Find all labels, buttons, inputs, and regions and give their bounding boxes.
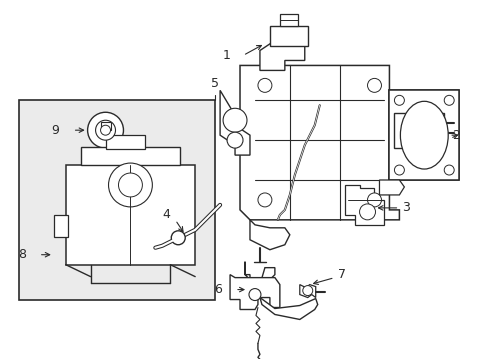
Circle shape bbox=[118, 173, 142, 197]
Bar bbox=[105, 135, 145, 149]
Polygon shape bbox=[379, 180, 404, 195]
Circle shape bbox=[95, 120, 115, 140]
Text: 1: 1 bbox=[222, 49, 229, 62]
Circle shape bbox=[443, 165, 453, 175]
Polygon shape bbox=[260, 298, 317, 319]
Text: 2: 2 bbox=[451, 129, 459, 142]
Polygon shape bbox=[249, 220, 289, 250]
Circle shape bbox=[367, 193, 381, 207]
Text: 8: 8 bbox=[18, 248, 26, 261]
Circle shape bbox=[302, 285, 312, 296]
Polygon shape bbox=[260, 31, 304, 71]
Bar bbox=[269, 26, 307, 45]
Text: 4: 4 bbox=[162, 208, 170, 221]
Circle shape bbox=[171, 231, 185, 245]
Polygon shape bbox=[244, 262, 274, 285]
Bar bbox=[279, 14, 297, 26]
Bar bbox=[394, 113, 443, 148]
Polygon shape bbox=[399, 113, 443, 145]
Circle shape bbox=[258, 193, 271, 207]
Circle shape bbox=[226, 132, 243, 148]
Polygon shape bbox=[344, 185, 384, 225]
Polygon shape bbox=[220, 90, 249, 155]
Text: 7: 7 bbox=[337, 268, 345, 281]
Circle shape bbox=[359, 204, 375, 220]
Circle shape bbox=[258, 78, 271, 92]
Bar bbox=[19, 100, 215, 300]
Ellipse shape bbox=[400, 101, 447, 169]
Bar bbox=[101, 122, 110, 130]
Circle shape bbox=[223, 108, 246, 132]
Text: 6: 6 bbox=[214, 283, 222, 296]
Bar bbox=[65, 165, 195, 265]
Circle shape bbox=[248, 289, 261, 301]
Circle shape bbox=[87, 112, 123, 148]
Polygon shape bbox=[388, 90, 458, 180]
Bar bbox=[81, 147, 180, 165]
Bar bbox=[388, 90, 458, 180]
Circle shape bbox=[394, 165, 404, 175]
Polygon shape bbox=[229, 275, 279, 310]
Circle shape bbox=[108, 163, 152, 207]
Polygon shape bbox=[299, 285, 315, 298]
Text: 5: 5 bbox=[211, 77, 219, 90]
Bar bbox=[54, 215, 67, 237]
Circle shape bbox=[443, 95, 453, 105]
Circle shape bbox=[394, 95, 404, 105]
Text: 3: 3 bbox=[402, 201, 409, 215]
Circle shape bbox=[367, 78, 381, 92]
Polygon shape bbox=[240, 66, 399, 220]
Circle shape bbox=[101, 125, 110, 135]
Text: 9: 9 bbox=[51, 124, 59, 137]
